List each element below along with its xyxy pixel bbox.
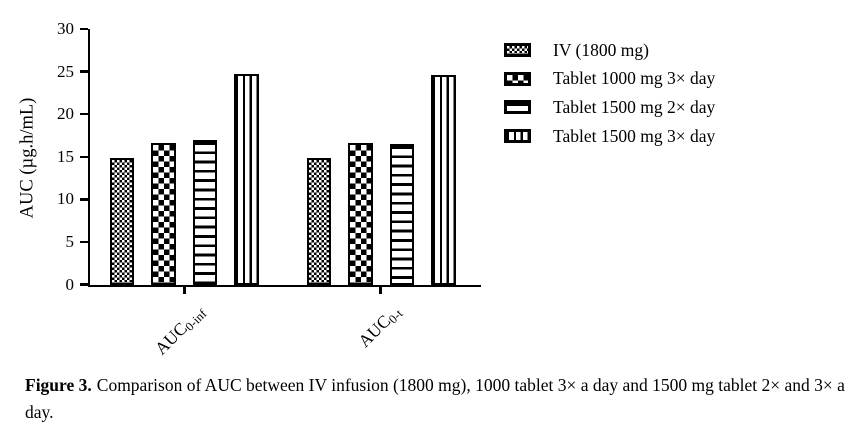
legend-item: Tablet 1000 mg 3× day bbox=[504, 65, 715, 94]
bar-AUC0-t-series-3 bbox=[431, 74, 456, 285]
x-tick-mark bbox=[379, 285, 382, 294]
y-tick-mark bbox=[79, 27, 88, 31]
plot-area: 0 5 10 15 20 25 30 bbox=[57, 19, 481, 294]
legend-item: Tablet 1500 mg 3× day bbox=[504, 122, 715, 151]
legend-swatch-v-stripes bbox=[504, 129, 531, 144]
legend-swatch-fine-checker bbox=[504, 43, 531, 58]
bar-AUC0-t-series-1 bbox=[348, 142, 373, 285]
legend-swatch-checker bbox=[504, 71, 531, 86]
figure-caption-text: Comparison of AUC between IV infusion (1… bbox=[25, 375, 845, 422]
figure-caption-label: Figure 3. bbox=[25, 375, 92, 395]
bar-AUC0-inf-series-2 bbox=[192, 140, 217, 285]
bar-AUC0-inf-series-1 bbox=[151, 142, 176, 285]
y-tick-mark bbox=[79, 283, 88, 286]
y-tick-mark bbox=[79, 198, 88, 201]
y-tick-mark bbox=[79, 155, 88, 158]
y-tick-mark bbox=[79, 112, 88, 116]
y-tick-label: 30 bbox=[57, 19, 74, 38]
legend-item: Tablet 1500 mg 2× day bbox=[504, 93, 715, 122]
bar-AUC0-inf-series-3 bbox=[234, 73, 259, 285]
y-tick-mark bbox=[79, 240, 88, 244]
legend-label: Tablet 1500 mg 3× day bbox=[553, 125, 716, 146]
legend-label: IV (1800 mg) bbox=[553, 39, 649, 60]
y-tick-label: 25 bbox=[57, 61, 74, 81]
legend-swatch-h-stripes bbox=[504, 100, 531, 115]
legend: IV (1800 mg) Tablet 1000 mg 3× day Tablet … bbox=[504, 36, 715, 150]
bar-AUC0-t-series-0 bbox=[306, 158, 331, 285]
bar-AUC0-inf-series-0 bbox=[109, 158, 134, 285]
legend-label: Tablet 1000 mg 3× day bbox=[553, 68, 716, 89]
y-tick-mark bbox=[79, 70, 88, 73]
y-tick-label: 10 bbox=[57, 189, 74, 209]
legend-label: Tablet 1500 mg 2× day bbox=[553, 96, 716, 117]
y-tick-label: 5 bbox=[65, 231, 75, 251]
y-tick-label: 20 bbox=[57, 104, 74, 124]
legend-item: IV (1800 mg) bbox=[504, 36, 715, 65]
figure-caption: Figure 3. Comparison of AUC between IV in… bbox=[25, 372, 847, 426]
y-tick-label: 0 bbox=[65, 274, 75, 294]
y-tick-label: 15 bbox=[57, 146, 74, 166]
bar-AUC0-t-series-2 bbox=[389, 144, 414, 285]
x-tick-mark bbox=[183, 285, 186, 294]
